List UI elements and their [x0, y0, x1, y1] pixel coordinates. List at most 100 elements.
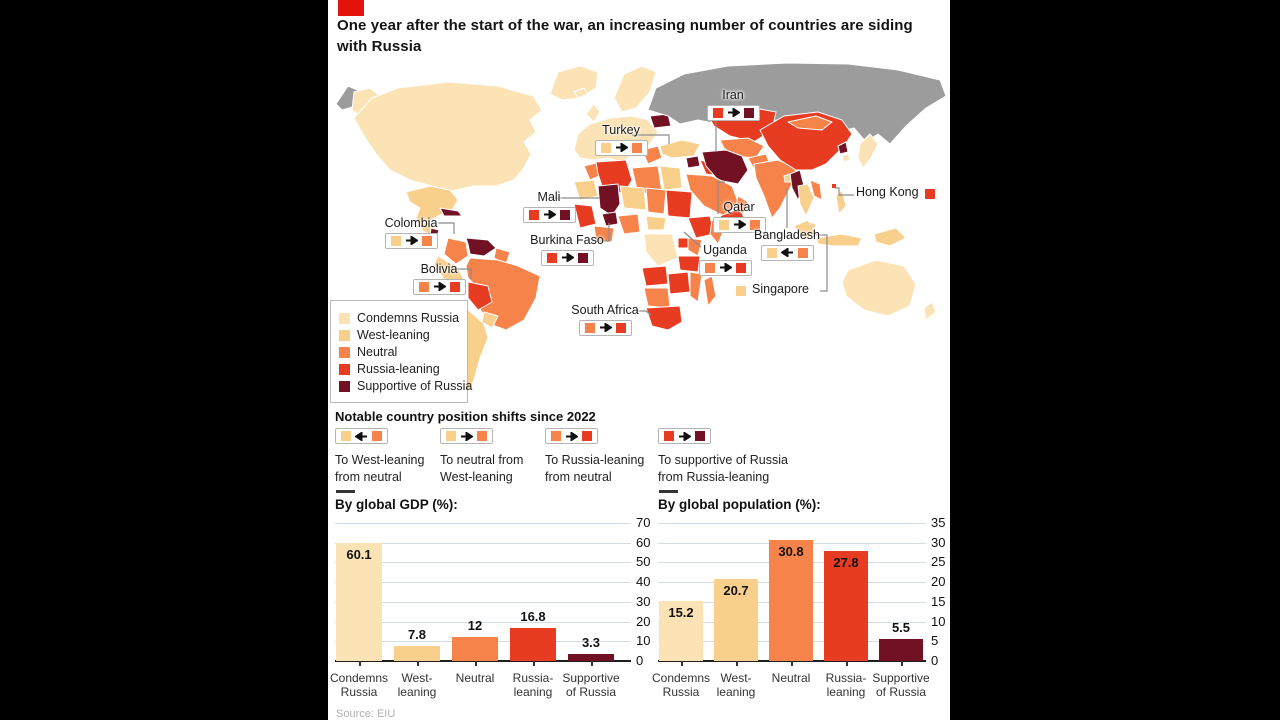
arrow-right-icon	[543, 210, 556, 220]
arrow-right-icon	[405, 236, 418, 246]
callout-uganda: Uganda	[698, 243, 752, 276]
arrow-right-icon	[727, 108, 740, 118]
x-tick	[681, 661, 683, 666]
neutral-swatch	[421, 235, 432, 246]
x-tick	[791, 661, 793, 666]
shift-badge	[440, 428, 493, 444]
legend-item: Condemns Russia	[339, 311, 459, 325]
neutral-swatch	[749, 219, 760, 230]
category-label: Neutral	[455, 671, 495, 685]
shift-badge	[594, 139, 648, 156]
shift-badge	[712, 216, 766, 233]
shift-badge	[412, 278, 466, 295]
region-south-korea	[841, 153, 851, 163]
region-north-america	[353, 81, 543, 192]
shift-badge	[578, 319, 632, 336]
russia-swatch	[546, 252, 557, 263]
chart-global-population: By global population (%): 0 5 10 15 20 25 30 35…	[652, 490, 950, 713]
y-tick-label: 0	[636, 653, 644, 668]
region-china	[759, 111, 853, 171]
callout-label: Burkina Faso	[530, 233, 604, 247]
shift-legend-label: To supportive of Russia from Russia-leani…	[658, 453, 788, 484]
y-tick-label: 40	[636, 574, 651, 590]
callout-colombia: Colombia	[384, 216, 438, 249]
shift-badge	[658, 428, 711, 444]
bar-neutral	[452, 637, 498, 661]
chart-global-gdp: By global GDP (%): 0 10 20 30 40 50 60 70 60.1 Co…	[330, 490, 657, 713]
arrow-right-icon	[599, 323, 612, 333]
callout-label: Turkey	[602, 123, 640, 137]
category-label: West-leaning	[397, 671, 437, 700]
bar-russia	[510, 627, 556, 661]
bar-condemns	[336, 542, 382, 661]
callout-burkina-faso: Burkina Faso	[530, 233, 604, 266]
west-swatch	[341, 431, 351, 441]
legend-label: Condemns Russia	[357, 311, 460, 325]
legend-item: Neutral	[339, 345, 459, 359]
shift-legend-item: To Russia-leaning from neutral	[545, 428, 647, 485]
legend-item: Russia-leaning	[339, 362, 459, 376]
region-kenya	[687, 237, 703, 257]
neutral-swatch	[418, 281, 429, 292]
singapore-dot	[810, 225, 813, 228]
x-axis-line	[335, 660, 631, 662]
supportive-swatch	[577, 252, 588, 263]
shift-legend-item: To neutral from West-leaning	[440, 428, 542, 485]
region-south-africa	[645, 305, 683, 331]
callout-mali: Mali	[522, 190, 576, 223]
russia-swatch	[735, 262, 746, 273]
bar-value-label: 5.5	[891, 620, 911, 636]
neutral-swatch	[584, 322, 595, 333]
west-swatch	[736, 285, 746, 296]
arrow-right-icon	[461, 431, 473, 441]
region-north-korea	[837, 141, 849, 155]
shift-legend-item: To supportive of Russia from Russia-leani…	[658, 428, 808, 485]
legend-label: Supportive of Russia	[357, 379, 473, 393]
region-syria	[685, 155, 701, 169]
region-egypt	[659, 165, 683, 191]
gridline	[335, 582, 631, 584]
region-cuba	[439, 207, 463, 217]
region-mozambique	[689, 271, 703, 303]
brand-red-tab	[338, 0, 364, 16]
y-tick-label: 60	[636, 534, 651, 550]
region-new-guinea	[873, 227, 907, 247]
russia-swatch	[528, 209, 539, 220]
x-tick	[533, 661, 535, 666]
gridline	[658, 523, 926, 524]
category-label: Russia-leaning	[825, 671, 867, 700]
russia-swatch	[615, 322, 626, 333]
callout-label: Colombia	[384, 216, 438, 230]
bar-value-label: 16.8	[520, 608, 546, 624]
arrow-right-icon	[561, 253, 574, 263]
y-tick-label: 30	[636, 593, 651, 609]
chart-title-tick	[659, 490, 678, 493]
region-oman	[735, 195, 749, 215]
shift-legend-label: To Russia-leaning from neutral	[545, 453, 645, 484]
map-legend: Condemns Russia West-leaning Neutral Russia…	[330, 300, 472, 403]
bar-supportive	[879, 639, 923, 661]
x-tick	[359, 661, 361, 666]
bar-value-label: 15.2	[668, 605, 694, 621]
callout-south-africa: South Africa	[571, 303, 639, 336]
region-uganda	[677, 237, 689, 249]
bar-value-label: 27.8	[833, 555, 859, 571]
region-angola	[641, 265, 669, 287]
x-tick	[901, 661, 903, 666]
world-map-svg	[335, 62, 947, 393]
shift-badge	[706, 104, 760, 121]
callout-label: Qatar	[723, 200, 755, 214]
callout-label: Singapore	[752, 282, 809, 296]
region-zambia-zimbabwe	[667, 271, 691, 295]
x-tick	[846, 661, 848, 666]
shift-legend-label: To neutral from West-leaning	[440, 453, 524, 484]
callout-label: Uganda	[703, 243, 747, 257]
callout-turkey: Turkey	[594, 123, 648, 156]
russia-swatch	[339, 363, 350, 375]
category-label: Condemns Russia	[651, 671, 711, 700]
legend-item: West-leaning	[339, 328, 459, 342]
callout-label: South Africa	[571, 303, 639, 317]
region-chad	[645, 187, 667, 215]
condemns-swatch	[339, 312, 350, 324]
legend-label: Russia-leaning	[357, 362, 440, 376]
